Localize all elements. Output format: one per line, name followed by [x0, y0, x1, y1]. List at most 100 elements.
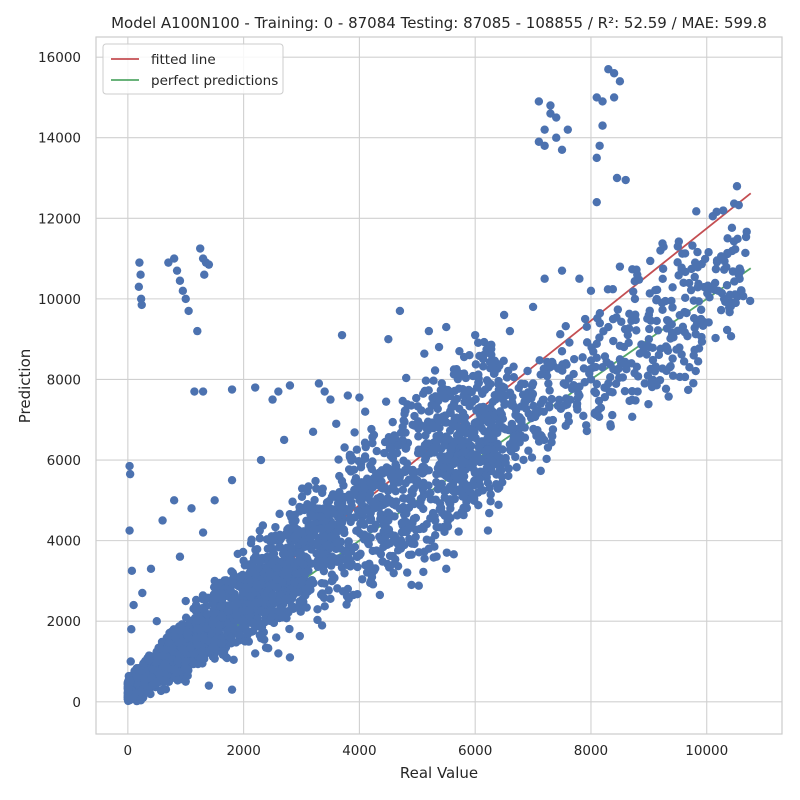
data-point: [340, 547, 350, 556]
data-point: [181, 613, 191, 622]
data-point: [398, 485, 408, 495]
data-point: [450, 487, 459, 497]
data-point: [144, 687, 153, 696]
data-point: [210, 594, 220, 603]
data-point: [210, 576, 219, 586]
data-point: [435, 423, 444, 433]
data-point: [726, 332, 736, 341]
data-point: [355, 496, 364, 505]
data-point: [125, 469, 135, 479]
data-point: [397, 518, 407, 528]
data-point: [490, 356, 499, 366]
data-point: [686, 285, 696, 295]
data-point: [316, 512, 326, 522]
data-point: [497, 465, 506, 475]
data-point: [507, 401, 516, 410]
data-point: [353, 506, 363, 516]
data-point: [523, 393, 532, 402]
data-point: [483, 478, 493, 487]
data-point: [412, 393, 421, 403]
data-point: [419, 567, 428, 577]
data-point: [251, 598, 260, 607]
data-point: [204, 260, 214, 269]
data-point: [662, 343, 672, 352]
data-point: [632, 326, 641, 335]
data-point: [385, 509, 394, 519]
data-point: [210, 496, 219, 505]
y-tick-label: 4000: [47, 534, 81, 550]
data-point: [716, 305, 726, 315]
data-point: [678, 249, 687, 258]
data-point: [417, 406, 426, 415]
data-point: [520, 423, 529, 432]
data-point: [563, 411, 573, 421]
data-point: [509, 423, 518, 433]
data-point: [340, 443, 349, 452]
data-point: [329, 509, 339, 518]
data-point: [729, 199, 739, 208]
data-point: [500, 400, 509, 409]
data-point: [648, 355, 658, 365]
data-point: [437, 454, 447, 464]
data-point: [646, 256, 655, 266]
y-tick-label: 6000: [47, 453, 81, 469]
data-point: [656, 246, 665, 255]
data-point: [494, 376, 503, 386]
data-point: [719, 294, 729, 304]
grid: [96, 37, 782, 734]
data-point: [725, 307, 734, 317]
data-point: [624, 324, 634, 333]
data-point: [430, 531, 440, 540]
x-tick-label: 4000: [342, 743, 376, 759]
data-point: [330, 573, 339, 583]
data-point: [595, 318, 605, 328]
data-point: [274, 649, 283, 658]
data-point: [361, 506, 370, 515]
data-point: [411, 525, 421, 534]
data-point: [299, 568, 309, 577]
data-point: [592, 197, 601, 207]
data-point: [711, 333, 720, 343]
data-point: [495, 417, 504, 426]
data-point: [125, 461, 134, 471]
data-point: [391, 555, 400, 564]
data-point: [544, 401, 554, 410]
data-point: [178, 286, 188, 296]
x-tick-label: 6000: [458, 743, 492, 759]
data-point: [689, 296, 698, 305]
data-point: [424, 407, 433, 416]
data-point: [305, 501, 315, 511]
data-point: [719, 265, 729, 274]
data-point: [437, 379, 446, 388]
data-point: [407, 580, 416, 590]
data-point: [380, 437, 390, 447]
data-point: [654, 350, 664, 360]
data-point: [407, 401, 416, 410]
data-point: [497, 472, 507, 481]
data-point: [401, 443, 410, 453]
data-point: [420, 554, 429, 563]
data-point: [479, 350, 488, 360]
data-point: [468, 371, 478, 381]
data-point: [333, 584, 342, 593]
data-point: [489, 434, 498, 443]
data-point: [704, 248, 713, 257]
data-point: [326, 532, 336, 541]
data-point: [175, 627, 184, 636]
data-point: [436, 444, 446, 454]
data-point: [661, 384, 671, 393]
data-point: [136, 696, 146, 705]
data-point: [664, 392, 673, 401]
data-point: [268, 395, 277, 404]
data-point: [486, 497, 495, 506]
data-point: [712, 207, 721, 217]
data-point: [517, 415, 526, 424]
data-point: [732, 182, 742, 191]
data-point: [238, 547, 248, 557]
data-point: [598, 97, 607, 106]
data-point: [369, 430, 379, 440]
data-point: [633, 387, 642, 396]
data-point: [477, 387, 487, 397]
data-point: [399, 494, 408, 503]
data-point: [196, 654, 205, 663]
